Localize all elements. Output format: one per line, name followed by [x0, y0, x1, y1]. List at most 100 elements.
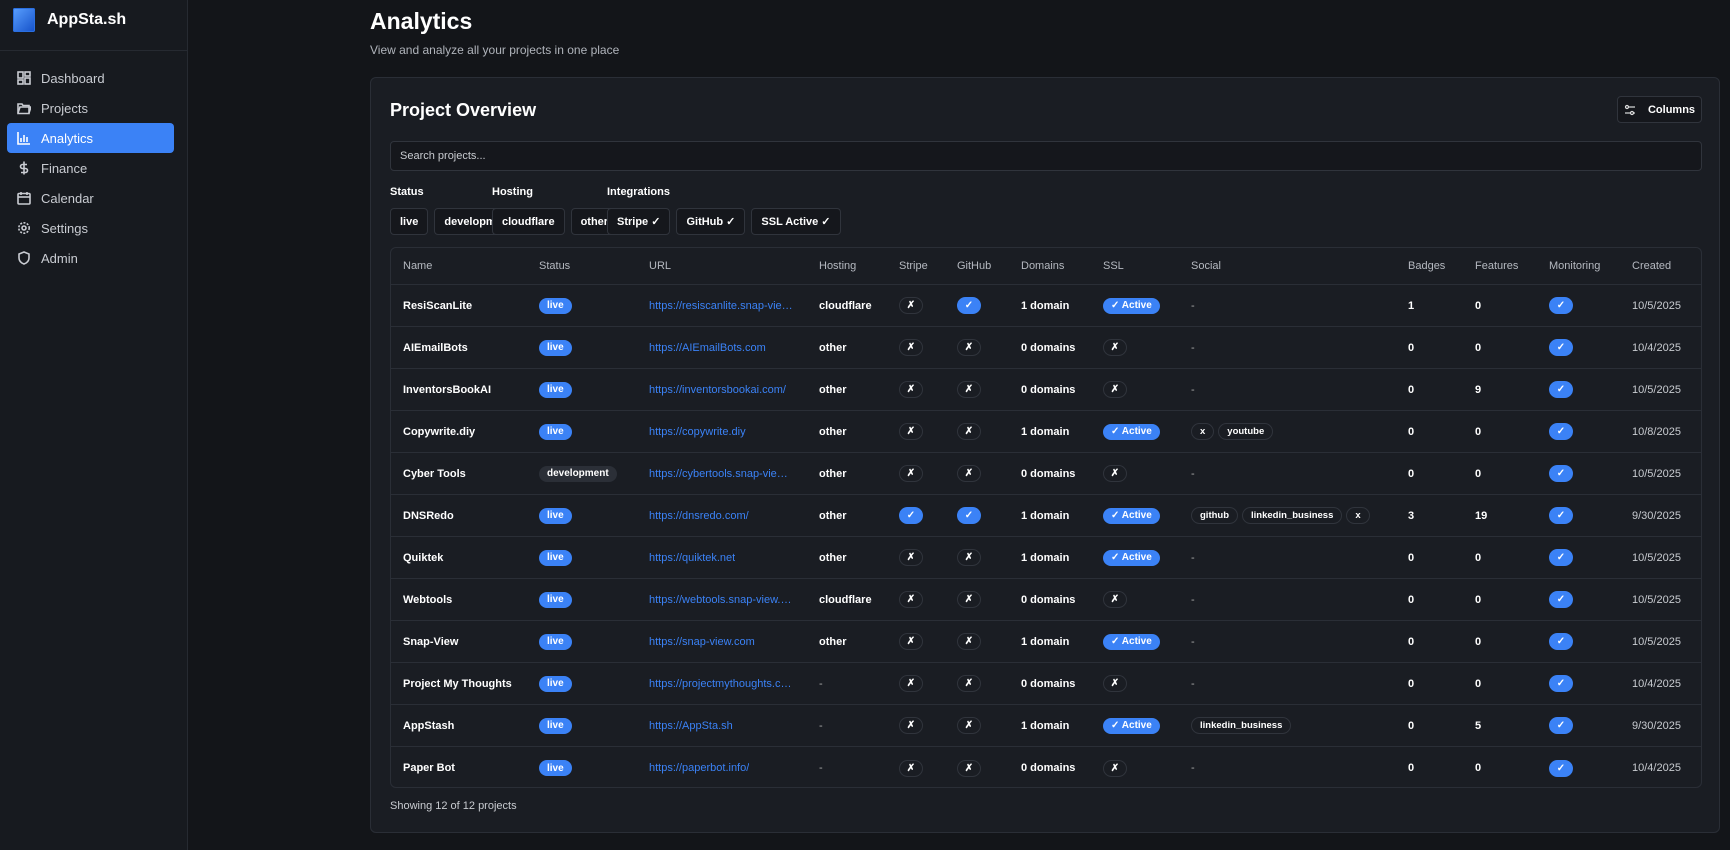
table-cell: 1 domain	[1021, 537, 1069, 578]
card-title: Project Overview	[390, 100, 537, 120]
column-header[interactable]: Badges	[1408, 260, 1446, 272]
stripe-x-icon: ✗	[899, 549, 923, 566]
table-cell: AIEmailBots	[403, 327, 468, 368]
column-header[interactable]: Created	[1632, 260, 1672, 272]
sidebar-item-dashboard[interactable]: Dashboard	[7, 63, 174, 93]
project-url-link[interactable]: https://paperbot.info/	[649, 762, 750, 774]
table-row[interactable]: Copywrite.diy live https://copywrite.diy ot…	[391, 411, 1701, 453]
social-empty: -	[1191, 467, 1195, 480]
project-url-link[interactable]: https://quiktek.net	[649, 551, 736, 564]
features: 0	[1475, 299, 1482, 312]
social-empty: -	[1191, 762, 1195, 774]
features: 19	[1475, 509, 1488, 522]
table-row[interactable]: Snap-View live https://snap-view.com other ✗…	[391, 621, 1701, 663]
column-header[interactable]: URL	[649, 260, 672, 272]
table-cell: Project My Thoughts	[403, 663, 512, 704]
table-row[interactable]: Webtools live https://webtools.snap-view.c…	[391, 579, 1701, 621]
table-row[interactable]: AppStash live https://AppSta.sh - ✗ ✗ 1 domain…	[391, 705, 1701, 747]
project-name[interactable]: Cyber Tools	[403, 467, 466, 480]
column-header[interactable]: Hosting	[819, 260, 857, 272]
created-date: 10/5/2025	[1632, 635, 1681, 648]
column-header[interactable]: GitHub	[957, 260, 992, 272]
table-row[interactable]: InventorsBookAI live https://inventorsbook…	[391, 369, 1701, 411]
project-name[interactable]: AIEmailBots	[403, 341, 468, 354]
filter-chip[interactable]: cloudflare	[492, 208, 565, 235]
project-url-link[interactable]: https://resiscanlite.snap-view.com	[649, 299, 794, 312]
table-cell: ✗	[957, 537, 981, 578]
filter-chip[interactable]: SSL Active ✓	[751, 208, 841, 235]
table-row[interactable]: Quiktek live https://quiktek.net other ✗ ✗ 1 d…	[391, 537, 1701, 579]
column-header[interactable]: Stripe	[899, 260, 928, 272]
sidebar-item-calendar[interactable]: Calendar	[7, 183, 174, 213]
column-header[interactable]: Social	[1191, 260, 1221, 272]
sidebar-item-finance[interactable]: Finance	[7, 153, 174, 183]
table-cell: https://resiscanlite.snap-view.com	[649, 285, 794, 326]
project-url-link[interactable]: https://AppSta.sh	[649, 719, 733, 732]
table-cell: ✗	[899, 327, 923, 368]
table-row[interactable]: Paper Bot live https://paperbot.info/ - ✗ ✗ 0 …	[391, 747, 1701, 787]
column-header[interactable]: Features	[1475, 260, 1519, 272]
sidebar-item-settings[interactable]: Settings	[7, 213, 174, 243]
sidebar-item-label: Calendar	[41, 190, 94, 206]
search-input[interactable]	[390, 141, 1702, 171]
project-name[interactable]: Snap-View	[403, 635, 459, 648]
column-header[interactable]: Name	[403, 260, 433, 272]
column-header[interactable]: Domains	[1021, 260, 1065, 272]
project-url-link[interactable]: https://cybertools.snap-view.com	[649, 467, 794, 480]
divider	[0, 50, 188, 51]
table-cell: 0	[1408, 705, 1414, 746]
project-url-link[interactable]: https://AIEmailBots.com	[649, 341, 766, 354]
project-url-link[interactable]: https://inventorsbookai.com/	[649, 383, 786, 396]
project-url-link[interactable]: https://dnsredo.com/	[649, 509, 749, 522]
filter-label: Status	[390, 186, 424, 198]
domains: 1 domain	[1021, 425, 1070, 438]
table-cell: ✗	[957, 453, 981, 494]
project-url-link[interactable]: https://webtools.snap-view.com	[649, 593, 794, 606]
columns-button[interactable]: Columns	[1617, 96, 1702, 123]
table-row[interactable]: Cyber Tools development https://cybertools…	[391, 453, 1701, 495]
table-cell: Quiktek	[403, 537, 443, 578]
table-cell: 0	[1475, 453, 1481, 494]
project-name[interactable]: Webtools	[403, 593, 453, 606]
features: 0	[1475, 762, 1482, 774]
column-header[interactable]: Monitoring	[1549, 260, 1601, 272]
table-row[interactable]: AIEmailBots live https://AIEmailBots.com ot…	[391, 327, 1701, 369]
project-name[interactable]: Quiktek	[403, 551, 444, 564]
table-row[interactable]: DNSRedo live https://dnsredo.com/other ✓ ✓ 1 …	[391, 495, 1701, 537]
table-cell: https://AIEmailBots.com	[649, 327, 766, 368]
domains: 0 domains	[1021, 677, 1076, 690]
table-cell: -	[1191, 579, 1195, 620]
filter-chip[interactable]: GitHub ✓	[676, 208, 746, 235]
table-row[interactable]: Project My Thoughts live https://projectmy…	[391, 663, 1701, 705]
column-header[interactable]: Status	[539, 260, 571, 272]
sidebar-item-admin[interactable]: Admin	[7, 243, 174, 273]
filter-chip[interactable]: Stripe ✓	[607, 208, 671, 235]
table-row[interactable]: ResiScanLite live https://resiscanlite.sna…	[391, 285, 1701, 327]
social-tag: github	[1191, 507, 1239, 524]
project-name[interactable]: Project My Thoughts	[403, 677, 512, 690]
sidebar-item-projects[interactable]: Projects	[7, 93, 174, 123]
sidebar-item-label: Settings	[41, 220, 88, 236]
project-name[interactable]: DNSRedo	[403, 509, 454, 522]
hosting: cloudflare	[819, 299, 872, 312]
project-name[interactable]: Copywrite.diy	[403, 425, 476, 438]
project-name[interactable]: ResiScanLite	[403, 299, 473, 312]
table-cell: 3	[1408, 495, 1414, 536]
project-name[interactable]: InventorsBookAI	[403, 383, 492, 396]
project-url-link[interactable]: https://snap-view.com	[649, 635, 755, 648]
project-name[interactable]: AppStash	[403, 719, 455, 732]
domains: 1 domain	[1021, 719, 1070, 732]
project-url-link[interactable]: https://projectmythoughts.com	[649, 677, 794, 690]
filter-chip[interactable]: live	[390, 208, 429, 235]
page-title: Analytics	[370, 8, 473, 34]
table-cell: -	[1191, 285, 1195, 326]
sidebar-item-label: Dashboard	[41, 70, 105, 86]
projects-table: Name Status URL Hosting Stripe GitHub Domains S…	[390, 247, 1702, 788]
table-cell: ✗	[957, 327, 981, 368]
github-check-icon: ✓	[957, 297, 981, 314]
sidebar-item-analytics[interactable]: Analytics	[7, 123, 174, 153]
column-header[interactable]: SSL	[1103, 260, 1124, 272]
project-url-link[interactable]: https://copywrite.diy	[649, 425, 746, 438]
project-name[interactable]: Paper Bot	[403, 762, 455, 774]
table-cell: https://copywrite.diy	[649, 411, 746, 452]
